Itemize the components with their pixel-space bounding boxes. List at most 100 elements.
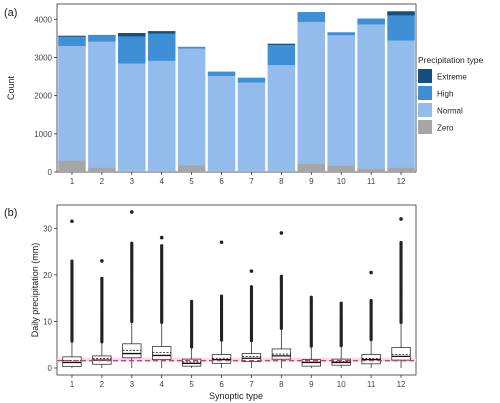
bar-extreme-12 xyxy=(387,11,415,16)
outlier-point xyxy=(369,270,373,275)
outlier-point xyxy=(70,259,74,263)
panel-a-y-tick-label: 3000 xyxy=(34,53,52,62)
outlier-point xyxy=(399,240,403,245)
outlier-point xyxy=(249,285,254,289)
panel-a-x-tick-label: 5 xyxy=(189,177,194,186)
bar-high-8 xyxy=(267,45,296,66)
bar-zero-12 xyxy=(387,167,415,172)
legend-label-normal: Normal xyxy=(437,107,463,116)
outlier-point xyxy=(159,235,164,240)
panel-a-y-axis: 0 1000 2000 3000 4000 xyxy=(34,15,57,177)
bar-extreme-1 xyxy=(58,35,86,37)
bar-normal-2 xyxy=(88,41,116,168)
panel-a-x-tick-label: 6 xyxy=(219,177,224,186)
panel-b-plot-area xyxy=(56,204,417,376)
bar-normal-7 xyxy=(237,82,266,171)
reference-band-rect xyxy=(57,357,416,362)
box-iqr xyxy=(241,353,262,362)
panel-b-y-tick-label: 0 xyxy=(48,364,53,373)
panel-b-x-tick-label: 1 xyxy=(70,380,75,389)
bar-extreme-4 xyxy=(147,31,176,34)
bar-normal-5 xyxy=(177,48,206,166)
boxplot-1 xyxy=(62,219,82,369)
panel-a-label: (a) xyxy=(4,7,17,19)
boxplot-10 xyxy=(331,301,351,369)
bar-zero-1 xyxy=(58,160,86,172)
outlier-point xyxy=(339,301,343,305)
legend-label-zero: Zero xyxy=(437,124,454,133)
outlier-point xyxy=(309,295,313,299)
panel-a-x-tick-label: 10 xyxy=(337,177,346,186)
bar-zero-10 xyxy=(327,165,355,172)
bar-high-3 xyxy=(118,36,146,64)
boxplot-4 xyxy=(152,235,172,369)
panel-b-x-label: Synoptic type xyxy=(209,391,263,401)
box-iqr xyxy=(211,354,232,364)
panel-a-x-tick-label: 2 xyxy=(100,177,105,186)
panel-b-y-tick-label: 10 xyxy=(43,317,52,326)
bar-normal-8 xyxy=(267,65,296,171)
panel-b-x-tick-label: 11 xyxy=(367,380,376,389)
boxplot-3 xyxy=(122,210,142,369)
panel-b-x-tick-label: 12 xyxy=(397,380,406,389)
panel-a-x-tick-label: 7 xyxy=(249,177,254,186)
box-iqr xyxy=(152,346,172,361)
bar-high-7 xyxy=(237,77,266,83)
outlier-point xyxy=(100,259,104,263)
bar-high-4 xyxy=(147,33,176,61)
boxplot-9 xyxy=(301,295,321,369)
bar-zero-6 xyxy=(207,170,236,172)
panel-b-x-tick-label: 9 xyxy=(309,380,314,389)
panel-a-y-label: Count xyxy=(6,76,16,101)
box-iqr xyxy=(181,358,202,367)
bar-high-6 xyxy=(207,71,236,77)
bar-normal-11 xyxy=(357,24,385,169)
reference-band xyxy=(57,357,416,362)
bar-high-9 xyxy=(297,12,326,22)
legend-label-extreme: Extreme xyxy=(437,73,467,82)
bar-zero-7 xyxy=(237,170,266,172)
boxplot-8 xyxy=(271,231,292,369)
bar-normal-12 xyxy=(387,40,415,168)
panel-b-y-tick-label: 30 xyxy=(43,224,52,233)
panel-b-x-tick-label: 4 xyxy=(159,380,164,389)
panel-b-label: (b) xyxy=(4,207,17,219)
panel-a-y-tick-label: 1000 xyxy=(34,130,52,139)
panel-a-bars xyxy=(58,11,415,172)
outlier-point xyxy=(190,299,194,304)
legend-swatch-zero xyxy=(418,120,432,134)
bar-normal-1 xyxy=(58,46,86,161)
outlier-point xyxy=(129,210,134,214)
panel-b-y-axis: 0 10 20 30 xyxy=(43,224,57,373)
panel-a-y-tick-label: 4000 xyxy=(34,15,52,24)
panel-b-x-tick-label: 3 xyxy=(130,380,135,389)
outlier-point xyxy=(130,241,134,245)
panel-b-x-axis: 1 2 3 4 5 6 7 8 9 10 11 12 xyxy=(70,375,406,389)
outlier-point xyxy=(279,274,283,278)
outlier-point xyxy=(369,298,373,303)
outlier-point xyxy=(100,276,104,280)
legend-swatch-extreme xyxy=(418,69,432,83)
bar-zero-11 xyxy=(357,168,385,172)
bar-zero-2 xyxy=(88,167,116,172)
panel-a-x-axis: 1 2 3 4 5 6 7 8 9 10 11 12 xyxy=(70,172,406,186)
bar-zero-9 xyxy=(297,163,326,172)
bar-high-1 xyxy=(58,36,86,46)
panel-a-plot-area xyxy=(56,3,417,173)
bar-high-5 xyxy=(177,46,206,49)
panel-a-y-tick-label: 0 xyxy=(48,168,53,177)
bar-normal-10 xyxy=(327,35,355,166)
panel-a-x-tick-label: 12 xyxy=(397,177,406,186)
panel-b-x-tick-label: 6 xyxy=(219,380,224,389)
bar-normal-3 xyxy=(118,63,146,171)
legend: Precipitation type Extreme High Normal Zero xyxy=(418,55,483,134)
panel-b-x-tick-label: 5 xyxy=(189,380,194,389)
panel-b-x-tick-label: 2 xyxy=(100,380,105,389)
panel-a-x-tick-label: 8 xyxy=(279,177,284,186)
box-iqr xyxy=(391,347,411,361)
panel-a-x-tick-label: 3 xyxy=(130,177,135,186)
outlier-point xyxy=(279,231,284,235)
panel-b-y-tick-label: 20 xyxy=(43,271,52,280)
